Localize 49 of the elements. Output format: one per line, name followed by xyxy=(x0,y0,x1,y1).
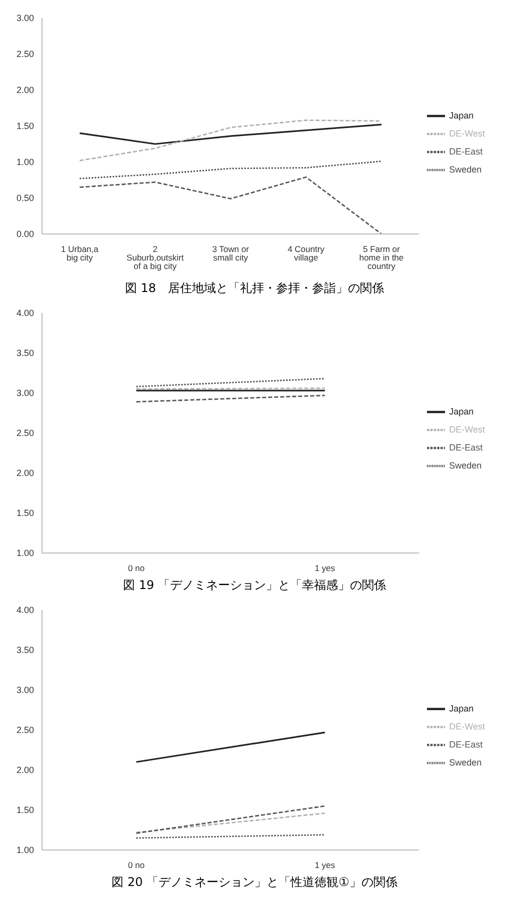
legend-label: DE-East xyxy=(449,442,483,452)
y-tick-label: 4.00 xyxy=(16,605,34,616)
y-tick-label: 3.00 xyxy=(16,13,34,24)
legend-label: Sweden xyxy=(449,164,482,174)
legend-label: DE-East xyxy=(449,146,483,156)
y-tick-label: 2.50 xyxy=(16,49,34,60)
text: 図 20 「デノミネーション」と「性道徳観①」の関係 xyxy=(110,874,398,891)
x-tick-label: 2 Suburb,outskirt of a big city xyxy=(126,244,184,272)
x-tick-label: 0 no xyxy=(128,860,145,870)
y-tick-label: 1.00 xyxy=(16,845,34,856)
line-series xyxy=(79,176,382,234)
y-tick-label: 1.50 xyxy=(16,121,34,132)
y-tick-label: 3.00 xyxy=(16,685,34,696)
legend-label: DE-East xyxy=(449,739,483,750)
y-tick-label: 3.50 xyxy=(16,645,34,656)
y-tick-label: 2.50 xyxy=(16,428,34,438)
line-series xyxy=(78,124,382,145)
line-series xyxy=(79,160,382,180)
text: 図 18 居住地域と「礼拝・参拝・参詣」の関係 xyxy=(124,280,386,297)
x-tick-label: 3 Town or small city xyxy=(212,244,250,263)
y-tick-label: 2.50 xyxy=(16,725,34,736)
text: 図 19 「デノミネーション」と「幸福感」の関係 xyxy=(122,577,387,594)
y-tick-label: 3.50 xyxy=(16,348,34,358)
y-tick-label: 2.00 xyxy=(16,85,34,96)
y-tick-label: 1.00 xyxy=(16,548,34,558)
x-tick-label: 1 yes xyxy=(314,563,336,574)
legend-label: Sweden xyxy=(449,460,482,470)
y-tick-label: 1.50 xyxy=(16,805,34,816)
legend-label: Japan xyxy=(449,703,474,714)
legend-label: DE-West xyxy=(449,721,485,732)
y-tick-label: 3.00 xyxy=(16,388,34,398)
x-tick-label: 5 Farm or home in the country xyxy=(359,244,404,272)
y-tick-label: 0.00 xyxy=(16,229,34,240)
y-tick-label: 4.00 xyxy=(16,308,34,318)
y-tick-label: 1.50 xyxy=(16,508,34,518)
legend-label: Japan xyxy=(449,406,474,416)
legend-label: DE-West xyxy=(449,128,485,138)
legend-label: Sweden xyxy=(449,757,482,768)
y-tick-label: 0.50 xyxy=(16,193,34,204)
x-tick-label: 1 Urban,a big city xyxy=(61,244,99,263)
y-tick-label: 2.00 xyxy=(16,468,34,478)
legend-label: Japan xyxy=(449,110,474,120)
x-tick-label: 4 Country village xyxy=(288,244,326,263)
y-tick-label: 1.00 xyxy=(16,157,34,168)
y-tick-label: 2.00 xyxy=(16,765,34,776)
line-series xyxy=(79,120,382,162)
x-tick-label: 0 no xyxy=(128,563,145,574)
legend-label: DE-West xyxy=(449,424,485,434)
x-tick-label: 1 yes xyxy=(314,860,336,870)
